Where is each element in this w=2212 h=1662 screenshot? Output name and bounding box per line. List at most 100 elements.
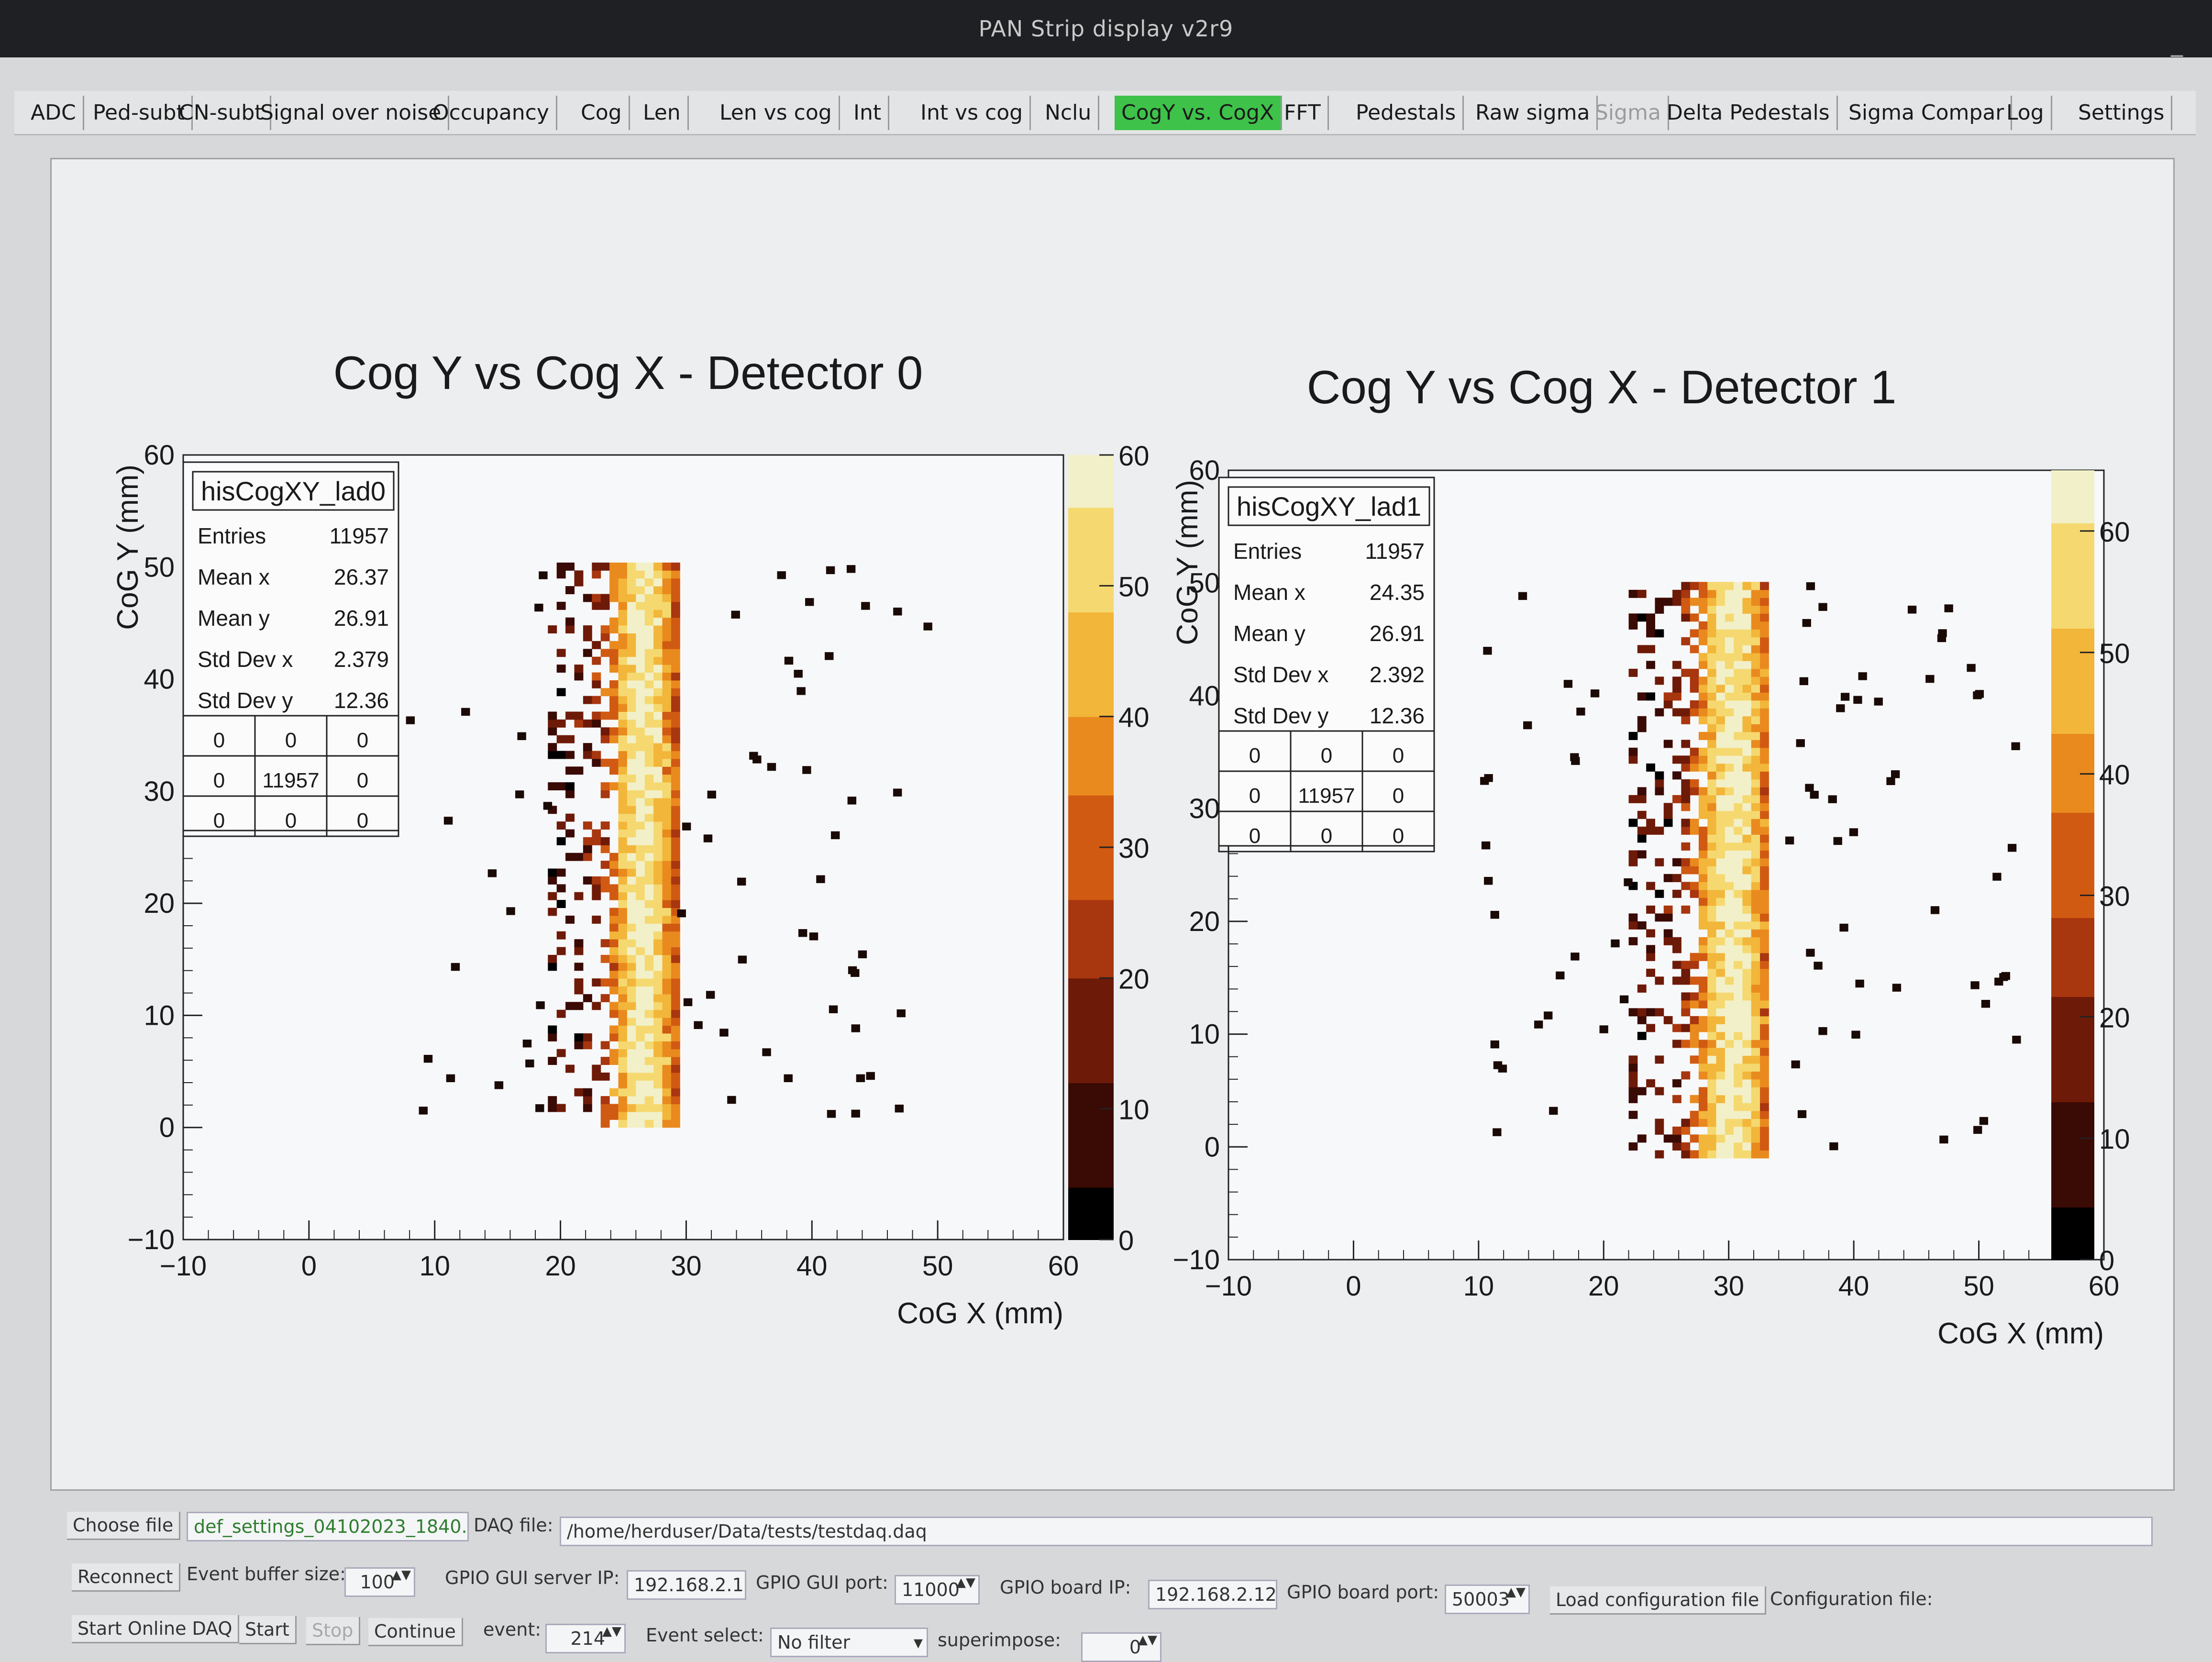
heatmap-cell — [565, 625, 575, 634]
heatmap-cell — [1698, 897, 1708, 906]
heatmap-cell — [1760, 755, 1769, 764]
tab-int[interactable]: Int — [847, 96, 890, 130]
heatmap-cell — [1751, 1031, 1760, 1040]
heatmap-cell — [1760, 1095, 1769, 1103]
event-stepper[interactable]: 214 ▲▼ — [545, 1624, 626, 1653]
heatmap-cell — [1716, 1055, 1725, 1064]
gpio-gui-ip-field[interactable]: 192.168.2.1 — [627, 1570, 746, 1600]
event-buffer-stepper[interactable]: 100 ▲▼ — [344, 1567, 415, 1597]
tab-log[interactable]: Log — [2000, 96, 2052, 130]
heatmap-cell — [1742, 684, 1752, 693]
settings-file-field[interactable]: def_settings_04102023_1840.r — [187, 1512, 469, 1541]
color-bar-segment — [1068, 612, 1114, 639]
color-bar-label: 30 — [2099, 881, 2130, 912]
tab-raw-sigma[interactable]: Raw sigma — [1469, 96, 1598, 130]
heatmap-cell — [1716, 882, 1725, 890]
spin-arrows-icon[interactable]: ▲▼ — [1138, 1633, 1157, 1647]
heatmap-cell — [1725, 1000, 1734, 1008]
tab-cog[interactable]: Cog — [574, 96, 630, 130]
heatmap-cell — [592, 892, 601, 900]
tab-sigma[interactable]: Sigma — [1588, 96, 1669, 130]
gpio-gui-port-stepper[interactable]: 11000 ▲▼ — [895, 1575, 980, 1605]
heatmap-cell — [1681, 1126, 1691, 1135]
heatmap-cell — [671, 649, 680, 657]
tab-pedestals[interactable]: Pedestals — [1349, 96, 1464, 130]
heatmap-cell — [548, 1057, 557, 1065]
heatmap-cell — [1698, 1063, 1708, 1072]
start-online-daq-button[interactable]: Start Online DAQ — [72, 1615, 240, 1643]
heatmap-cell — [1802, 619, 1811, 627]
reconnect-button[interactable]: Reconnect — [72, 1563, 180, 1592]
spin-arrows-icon[interactable]: ▲▼ — [1506, 1585, 1526, 1599]
heatmap-cell — [1698, 826, 1708, 835]
heatmap-cell — [1637, 795, 1647, 803]
stats-grid-value: 0 — [213, 769, 225, 792]
tab-cn-subt[interactable]: CN-subt — [172, 96, 271, 130]
heatmap-cell — [1751, 850, 1760, 859]
superimpose-stepper[interactable]: 0 ▲▼ — [1081, 1632, 1161, 1662]
heatmap-cell — [1707, 629, 1717, 638]
minimize-button[interactable]: _ — [2171, 29, 2183, 57]
start-button[interactable]: Start — [239, 1616, 297, 1644]
tab-len-vs-cog[interactable]: Len vs cog — [713, 96, 840, 130]
stats-row-label: Mean y — [1233, 621, 1305, 646]
heatmap-cell — [1707, 921, 1717, 930]
heatmap-cell — [574, 1041, 584, 1050]
tab-occupancy[interactable]: Occupancy — [426, 96, 557, 130]
spin-arrows-icon[interactable]: ▲▼ — [956, 1575, 975, 1590]
heatmap-cell — [1716, 795, 1725, 803]
spin-arrows-icon[interactable]: ▲▼ — [392, 1568, 411, 1582]
heatmap-cell — [653, 1041, 663, 1050]
tab-nclu[interactable]: Nclu — [1038, 96, 1100, 130]
continue-button[interactable]: Continue — [368, 1618, 463, 1646]
stop-button[interactable]: Stop — [306, 1617, 361, 1645]
heatmap-cell — [653, 994, 663, 1002]
tab-fft[interactable]: FFT — [1277, 96, 1329, 130]
heatmap-cell — [600, 837, 610, 845]
heatmap-cell — [1663, 692, 1673, 701]
heatmap-cell — [1655, 1087, 1664, 1096]
heatmap-cell — [574, 978, 584, 987]
heatmap-cell — [1760, 984, 1769, 993]
heatmap-cell — [784, 1074, 793, 1082]
heatmap-cell — [653, 727, 663, 736]
heatmap-cell — [1646, 1024, 1655, 1032]
load-config-button[interactable]: Load configuration file — [1550, 1586, 1767, 1615]
tab-int-vs-cog[interactable]: Int vs cog — [914, 96, 1031, 130]
heatmap-cell — [609, 947, 619, 955]
spin-arrows-icon[interactable]: ▲▼ — [602, 1624, 621, 1639]
tab-adc[interactable]: ADC — [24, 96, 84, 130]
event-buffer-label: Event buffer size: — [187, 1563, 346, 1584]
heatmap-cell — [1725, 850, 1734, 859]
gpio-board-port-stepper[interactable]: 50003 ▲▼ — [1445, 1584, 1530, 1614]
heatmap-cell — [653, 954, 663, 963]
heatmap-cell — [1742, 1079, 1752, 1087]
heatmap-cell — [609, 1009, 619, 1018]
heatmap-cell — [1716, 645, 1725, 654]
tab-settings[interactable]: Settings — [2071, 96, 2173, 130]
tab-len[interactable]: Len — [636, 96, 689, 130]
gpio-board-ip-field[interactable]: 192.168.2.12 — [1148, 1580, 1277, 1609]
heatmap-cell — [1833, 837, 1842, 845]
heatmap-cell — [1655, 779, 1664, 787]
heatmap-cell — [662, 672, 672, 681]
heatmap-cell — [556, 562, 566, 571]
heatmap-cell — [644, 978, 654, 987]
tab-delta-pedestals[interactable]: Delta Pedestals — [1660, 96, 1838, 130]
heatmap-cell — [671, 923, 680, 932]
heatmap-cell — [618, 1009, 628, 1018]
event-select-dropdown[interactable]: No filter ▾ — [770, 1628, 928, 1657]
daq-file-field[interactable]: /home/herduser/Data/tests/testdaq.daq — [560, 1517, 2153, 1546]
heatmap-cell — [1725, 976, 1734, 985]
heatmap-cell — [1655, 1055, 1664, 1064]
tab-ped-subt[interactable]: Ped-subt — [86, 96, 193, 130]
choose-file-button[interactable]: Choose file — [67, 1512, 181, 1540]
tab-cogy-vs-cogx[interactable]: CogY vs. CogX — [1115, 96, 1283, 130]
heatmap-cell — [1742, 826, 1752, 835]
heatmap-cell — [1734, 795, 1743, 803]
heatmap-cell — [1742, 1142, 1752, 1151]
tab-sigma-compar[interactable]: Sigma Compar — [1842, 96, 2013, 130]
heatmap-cell — [583, 1033, 592, 1042]
heatmap-cell — [565, 790, 575, 798]
tab-signal-over-noise[interactable]: Signal over noise — [254, 96, 450, 130]
